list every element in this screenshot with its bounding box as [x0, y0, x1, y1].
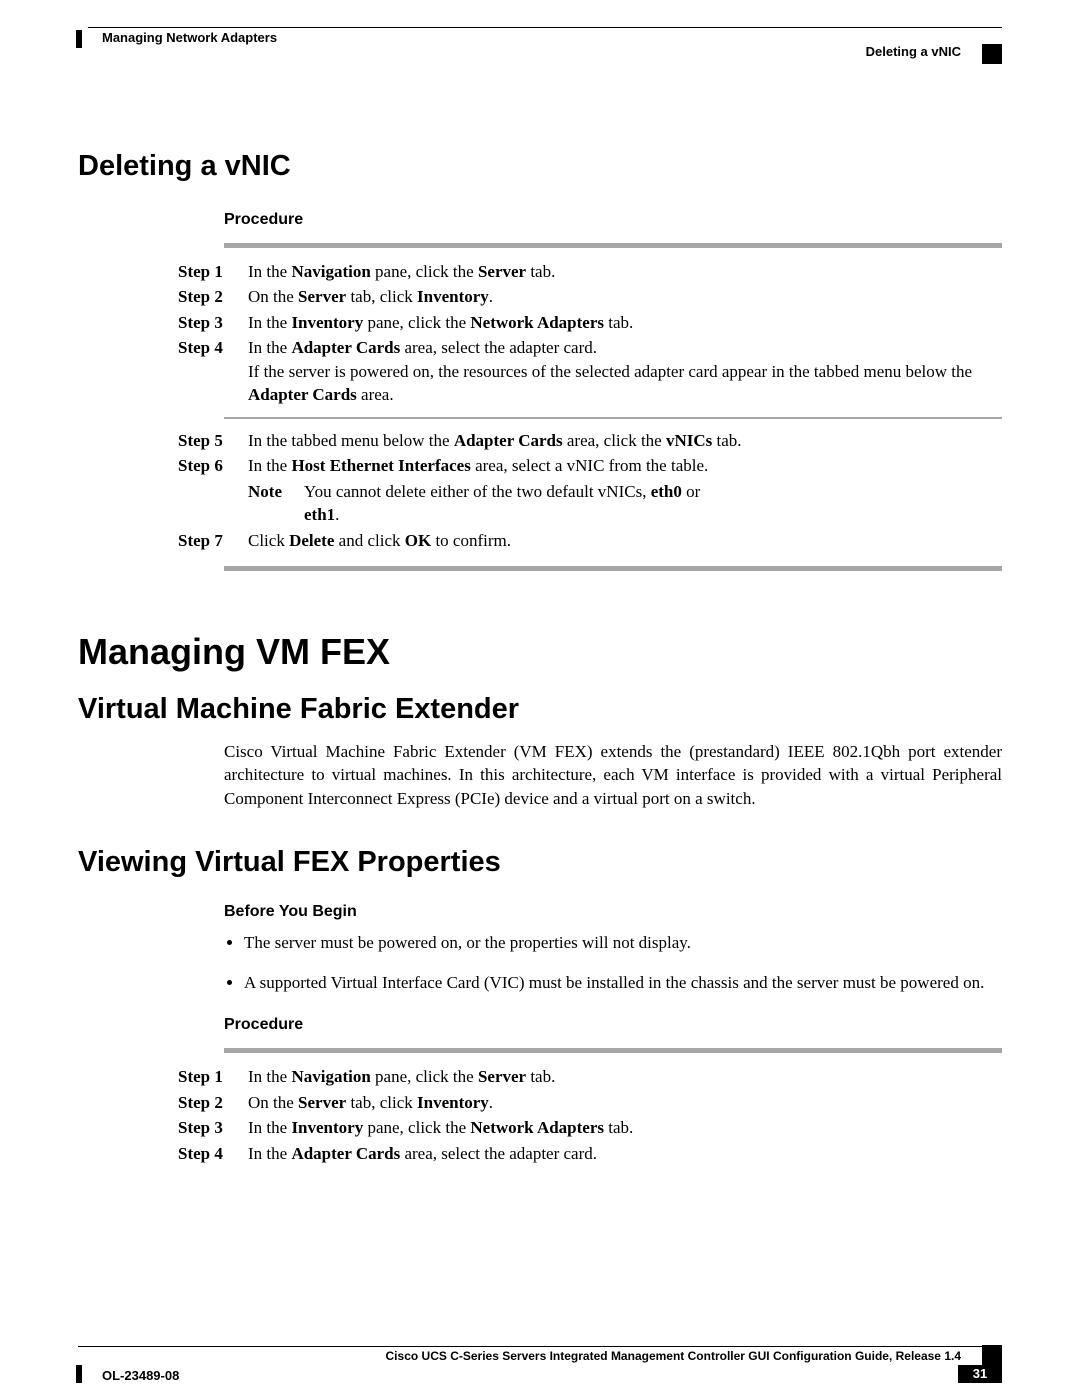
step-row: Step 3In the Inventory pane, click the N… [178, 1116, 1002, 1139]
step-label: Step 4 [178, 1142, 248, 1165]
step-body: On the Server tab, click Inventory. [248, 285, 1002, 308]
step-row: Step 2On the Server tab, click Inventory… [178, 1091, 1002, 1114]
header-right-box [982, 44, 1002, 64]
procedure2-top-rule [224, 1048, 1002, 1053]
step-body: In the Navigation pane, click the Server… [248, 1065, 1002, 1088]
step-body: In the Host Ethernet Interfaces area, se… [248, 454, 1002, 526]
section-h1-managing-vmfex: Managing VM FEX [78, 631, 1002, 673]
footer-title: Cisco UCS C-Series Servers Integrated Ma… [386, 1349, 961, 1363]
note-row: NoteYou cannot delete either of the two … [248, 480, 1002, 527]
step-label: Step 3 [178, 1116, 248, 1139]
step-row: Step 1In the Navigation pane, click the … [178, 1065, 1002, 1088]
header-left-text: Managing Network Adapters [102, 30, 277, 45]
footer-page-number: 31 [958, 1365, 1002, 1383]
step-divider [224, 417, 1002, 419]
steps-list-1: Step 1In the Navigation pane, click the … [178, 260, 1002, 552]
footer-rule [78, 1346, 1002, 1347]
header-left-mark [76, 30, 82, 48]
procedure-label-2: Procedure [224, 1016, 1002, 1034]
step-label: Step 6 [178, 454, 248, 477]
header-rule [88, 27, 1002, 28]
procedure-top-rule [224, 243, 1002, 248]
footer-left-mark [76, 1365, 82, 1383]
step-body: In the Inventory pane, click the Network… [248, 1116, 1002, 1139]
step-row: Step 6In the Host Ethernet Interfaces ar… [178, 454, 1002, 526]
step-body: In the Adapter Cards area, select the ad… [248, 1142, 1002, 1165]
header-right-text: Deleting a vNIC [866, 44, 961, 59]
step-body: Click Delete and click OK to confirm. [248, 529, 1002, 552]
step-label: Step 3 [178, 311, 248, 334]
step-label: Step 1 [178, 1065, 248, 1088]
step-row: Step 7Click Delete and click OK to confi… [178, 529, 1002, 552]
before-bullets: The server must be powered on, or the pr… [244, 931, 1002, 994]
step-label: Step 2 [178, 285, 248, 308]
section-title-vmfe: Virtual Machine Fabric Extender [78, 693, 1002, 726]
vmfe-body: Cisco Virtual Machine Fabric Extender (V… [224, 740, 1002, 810]
footer-right-box [982, 1345, 1002, 1365]
step-row: Step 4In the Adapter Cards area, select … [178, 1142, 1002, 1165]
step-label: Step 5 [178, 429, 248, 452]
bullet-item: The server must be powered on, or the pr… [244, 931, 1002, 954]
note-body: You cannot delete either of the two defa… [304, 480, 734, 527]
step-row: Step 1In the Navigation pane, click the … [178, 260, 1002, 283]
step-body: In the Inventory pane, click the Network… [248, 311, 1002, 334]
steps-list-2: Step 1In the Navigation pane, click the … [178, 1065, 1002, 1165]
procedure-label: Procedure [224, 211, 1002, 229]
step-row: Step 5In the tabbed menu below the Adapt… [178, 429, 1002, 452]
section-title-viewing-vfex: Viewing Virtual FEX Properties [78, 846, 1002, 879]
page: Managing Network Adapters Deleting a vNI… [0, 0, 1080, 1397]
content: Deleting a vNIC Procedure Step 1In the N… [78, 150, 1002, 1167]
note-label: Note [248, 480, 304, 527]
step-body: In the Adapter Cards area, select the ad… [248, 336, 1002, 406]
step-label: Step 7 [178, 529, 248, 552]
bullet-item: A supported Virtual Interface Card (VIC)… [244, 971, 1002, 994]
step-body: In the Navigation pane, click the Server… [248, 260, 1002, 283]
step-label: Step 1 [178, 260, 248, 283]
before-you-begin-label: Before You Begin [224, 903, 1002, 921]
step-row: Step 4In the Adapter Cards area, select … [178, 336, 1002, 406]
procedure-bottom-rule [224, 566, 1002, 571]
step-row: Step 2On the Server tab, click Inventory… [178, 285, 1002, 308]
step-label: Step 2 [178, 1091, 248, 1114]
section-title-deleting-vnic: Deleting a vNIC [78, 150, 1002, 183]
step-row: Step 3In the Inventory pane, click the N… [178, 311, 1002, 334]
step-label: Step 4 [178, 336, 248, 359]
step-body: On the Server tab, click Inventory. [248, 1091, 1002, 1114]
footer-docid: OL-23489-08 [102, 1368, 179, 1383]
step-body: In the tabbed menu below the Adapter Car… [248, 429, 1002, 452]
